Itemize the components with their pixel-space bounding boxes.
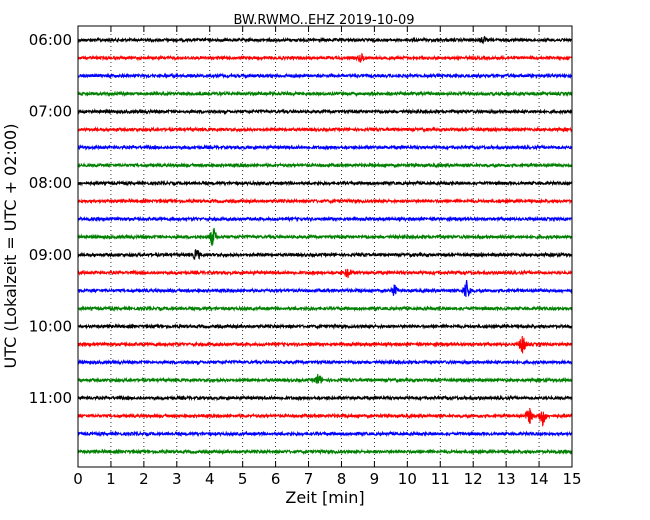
seismic-trace — [77, 72, 573, 80]
seismic-trace — [77, 215, 573, 223]
seismic-trace — [77, 227, 573, 246]
plot-frame — [77, 25, 573, 468]
y-tick-label: 09:00 — [29, 246, 72, 264]
seismic-trace — [77, 448, 573, 456]
seismic-trace — [77, 394, 573, 402]
x-tick-label: 8 — [337, 470, 347, 488]
x-axis-label: Zeit [min] — [285, 488, 364, 507]
x-tick-label: 9 — [370, 470, 380, 488]
x-tick-label: 13 — [497, 470, 516, 488]
y-tick-label: 07:00 — [29, 103, 72, 121]
seismic-trace — [77, 35, 573, 45]
trace-group — [77, 35, 573, 456]
seismic-trace — [77, 161, 573, 169]
x-tick-label: 4 — [205, 470, 215, 488]
y-tick-label: 06:00 — [29, 31, 72, 49]
seismic-trace — [77, 52, 573, 63]
x-tick-label: 3 — [172, 470, 182, 488]
seismic-trace — [77, 335, 573, 354]
seismic-trace — [77, 304, 573, 312]
y-tick-label: 08:00 — [29, 174, 72, 192]
seismic-trace — [77, 179, 573, 187]
x-tick-label: 12 — [464, 470, 483, 488]
seismic-trace — [77, 408, 573, 427]
x-tick-label: 2 — [139, 470, 149, 488]
seismic-trace — [77, 126, 573, 133]
x-tick-label: 5 — [238, 470, 248, 488]
seismic-trace — [77, 248, 573, 260]
y-axis-label: UTC (Lokalzeit = UTC + 02:00) — [1, 124, 20, 369]
seismic-trace — [77, 108, 573, 116]
y-axis: 06:00 07:00 08:00 09:00 10:00 11:00 — [29, 31, 572, 407]
chart-title: BW.RWMO..EHZ 2019-10-09 — [233, 13, 414, 28]
seismic-trace — [77, 279, 573, 297]
seismic-trace — [77, 197, 573, 205]
x-tick-label: 15 — [562, 470, 581, 488]
x-tick-label: 7 — [304, 470, 314, 488]
y-tick-label: 11:00 — [29, 389, 72, 407]
x-axis: 0 1 2 3 4 5 6 7 8 9 10 11 12 13 14 15 — [73, 26, 582, 488]
seismic-trace — [77, 90, 573, 98]
x-tick-label: 10 — [398, 470, 417, 488]
grid-lines — [110, 26, 540, 467]
seismic-trace — [77, 322, 573, 330]
seismic-trace — [77, 358, 573, 366]
x-tick-label: 6 — [271, 470, 281, 488]
seismic-trace — [77, 430, 573, 438]
x-tick-label: 11 — [431, 470, 450, 488]
y-tick-label: 10:00 — [29, 317, 72, 335]
seismic-trace — [77, 373, 573, 384]
x-tick-label: 1 — [106, 470, 116, 488]
x-tick-label: 14 — [530, 470, 549, 488]
seismic-trace — [77, 268, 573, 279]
x-tick-label: 0 — [73, 470, 83, 488]
seismic-trace — [77, 143, 573, 151]
